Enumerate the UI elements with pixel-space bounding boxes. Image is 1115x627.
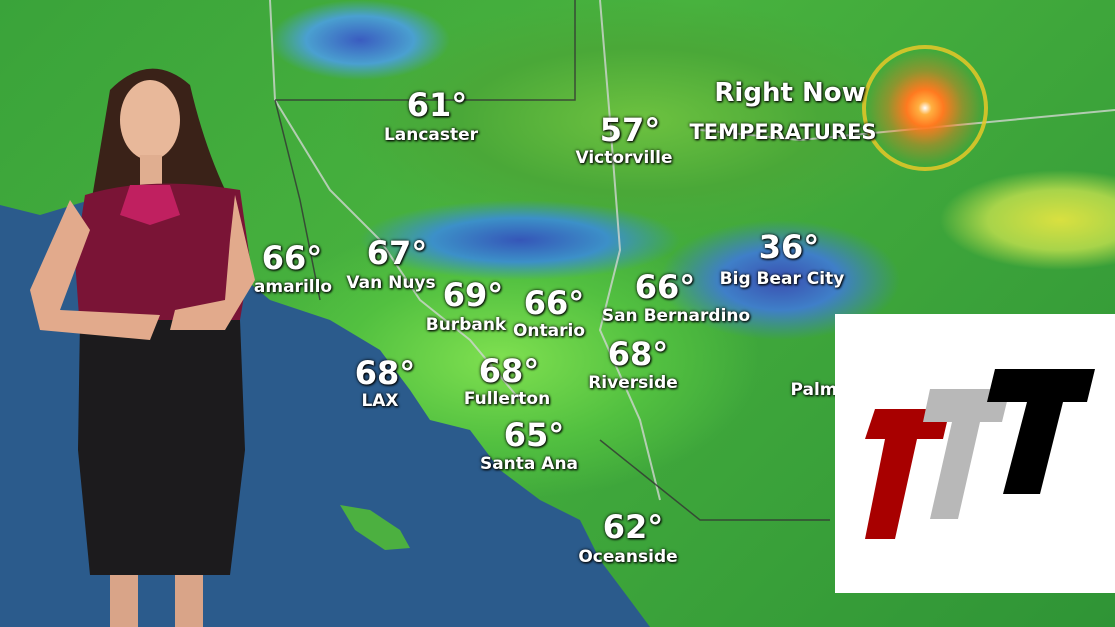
title-temperatures: TEMPERATURES — [689, 120, 877, 144]
city-temp: 65° — [503, 416, 565, 454]
title-right-now: Right Now — [714, 78, 866, 108]
city-name: Van Nuys — [346, 273, 436, 293]
city-name: Oceanside — [578, 547, 678, 567]
city-name: Riverside — [588, 373, 678, 393]
city-name: Palm — [790, 380, 838, 400]
city-name: Lancaster — [383, 125, 479, 145]
city-name: Fullerton — [463, 389, 551, 409]
weather-presenter — [30, 68, 255, 627]
city-temp: 66° — [634, 268, 696, 306]
city-name: Victorville — [575, 148, 673, 168]
city-name: Ontario — [512, 321, 586, 341]
city-temp: 68° — [354, 354, 416, 392]
city-name: Big Bear City — [719, 269, 845, 289]
city-temp: 67° — [366, 234, 428, 272]
city-name: amarillo — [253, 277, 333, 297]
city-name: LAX — [361, 391, 399, 411]
city-temp: 66° — [523, 284, 585, 322]
channel-logo — [835, 314, 1115, 593]
city-temp: 69° — [442, 276, 504, 314]
city-temp: 68° — [607, 335, 669, 373]
city-temp: 62° — [602, 508, 664, 546]
city-name: Burbank — [425, 315, 507, 335]
city-name: Santa Ana — [479, 454, 579, 474]
city-temp: 57° — [599, 111, 661, 149]
city-temp: 68° — [478, 352, 540, 390]
radar-target-graphic — [862, 45, 988, 171]
ttt-logo-icon — [865, 369, 1095, 539]
city-temp: 61° — [406, 86, 468, 124]
city-name: San Bernardino — [601, 306, 751, 326]
city-temp: 66° — [261, 239, 323, 277]
city-temp: 36° — [758, 228, 820, 266]
